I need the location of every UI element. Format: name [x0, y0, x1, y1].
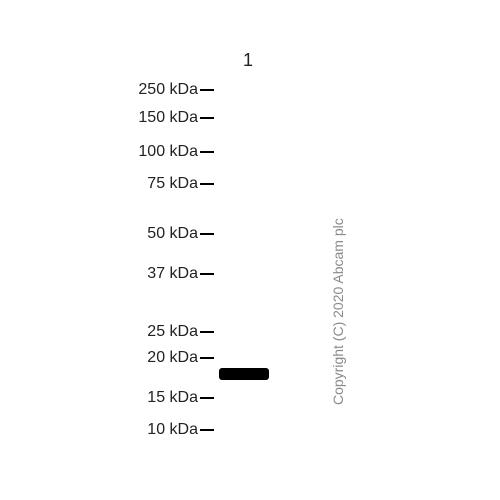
copyright-text: Copyright (C) 2020 Abcam plc [330, 218, 346, 405]
mw-marker-label: 37 kDa [147, 265, 198, 283]
mw-marker-label: 50 kDa [147, 225, 198, 243]
mw-marker-label: 25 kDa [147, 323, 198, 341]
mw-marker-label: 100 kDa [138, 143, 198, 161]
lane-1-label: 1 [243, 50, 253, 71]
mw-marker-tick [200, 117, 214, 119]
mw-marker-label: 250 kDa [138, 81, 198, 99]
mw-marker-tick [200, 273, 214, 275]
protein-band [219, 368, 269, 380]
lane-1-strip [218, 72, 278, 444]
mw-marker-tick [200, 331, 214, 333]
mw-marker-tick [200, 429, 214, 431]
western-blot-figure: 1 250 kDa 150 kDa 100 kDa 75 kDa 50 kDa 37 kD… [0, 0, 500, 500]
mw-marker-tick [200, 397, 214, 399]
mw-marker-tick [200, 357, 214, 359]
mw-marker-tick [200, 89, 214, 91]
mw-marker-label: 75 kDa [147, 175, 198, 193]
mw-marker-label: 10 kDa [147, 421, 198, 439]
mw-marker-label: 150 kDa [138, 109, 198, 127]
mw-marker-tick [200, 233, 214, 235]
mw-marker-label: 15 kDa [147, 389, 198, 407]
mw-marker-tick [200, 151, 214, 153]
mw-marker-label: 20 kDa [147, 349, 198, 367]
mw-marker-tick [200, 183, 214, 185]
